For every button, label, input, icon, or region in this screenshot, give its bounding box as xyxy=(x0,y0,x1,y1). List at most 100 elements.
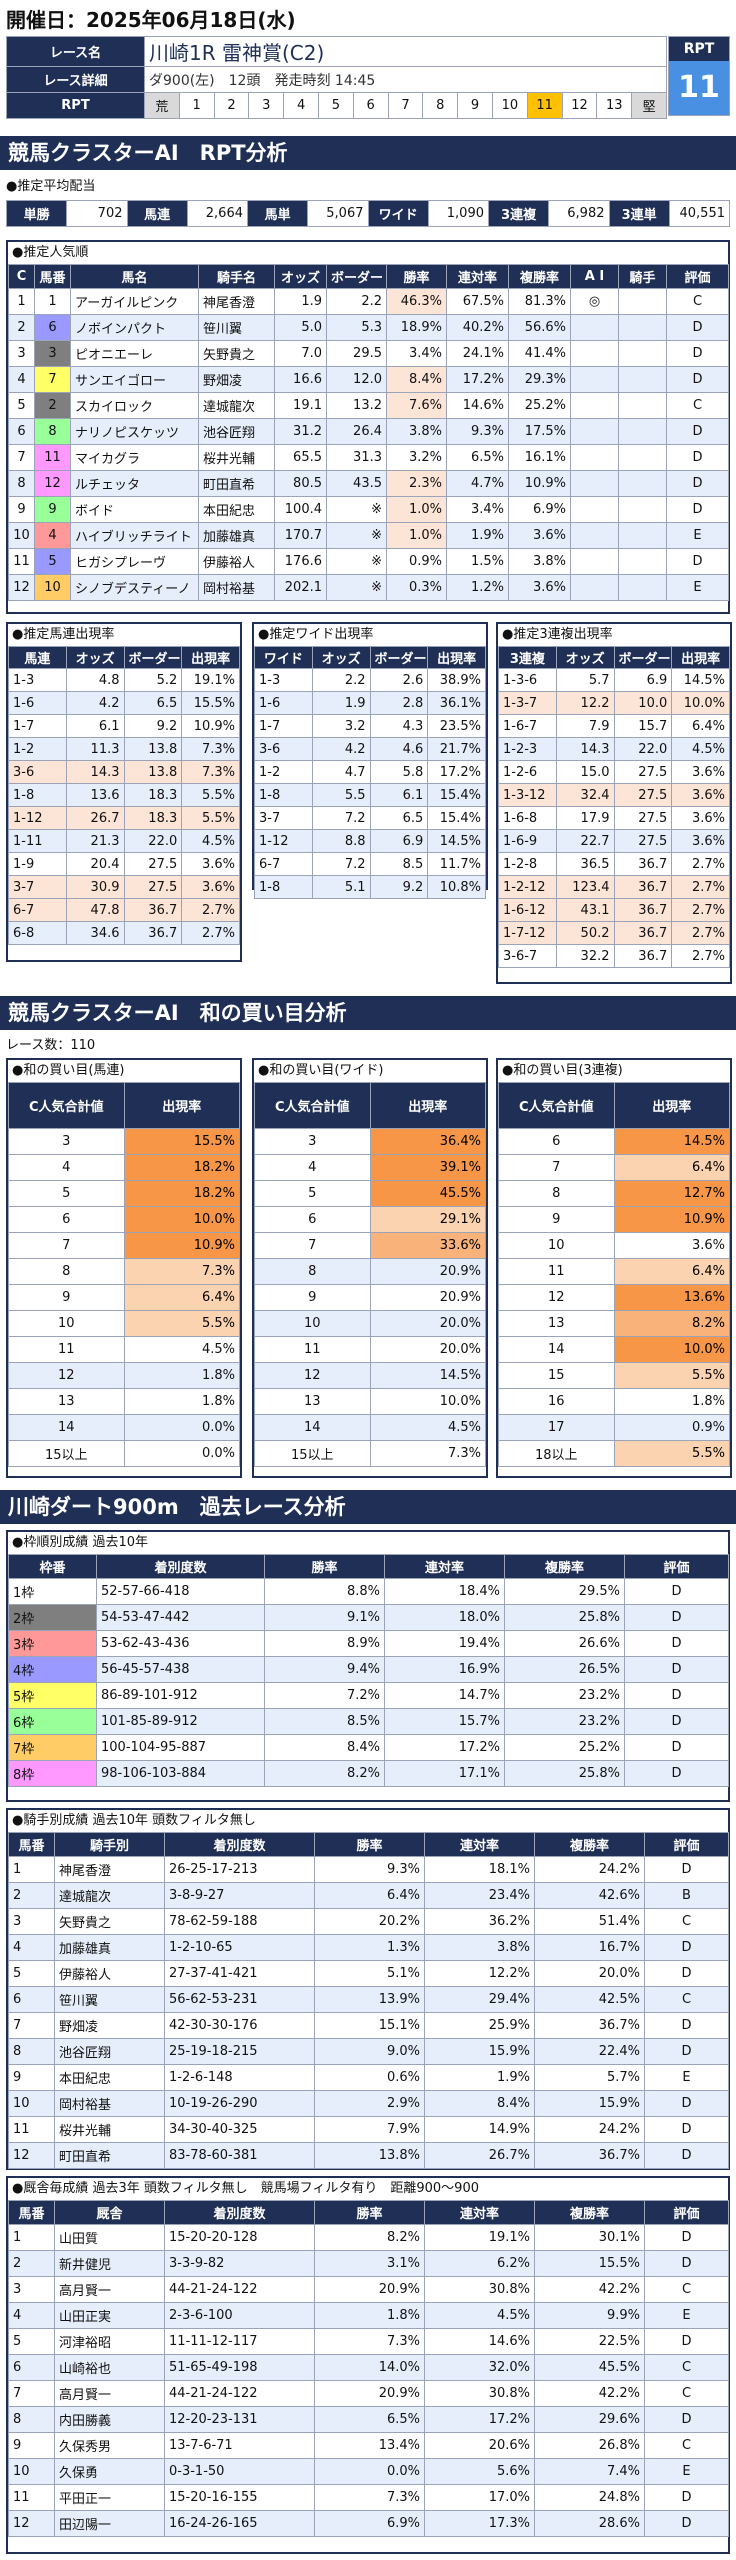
waku-row: 1枠 52-57-66-418 8.8% 18.4% 29.5% D xyxy=(8,1578,729,1605)
trainer-cell: 6.5% xyxy=(314,2406,425,2433)
sanren-cell: 123.4 xyxy=(555,875,615,899)
sanren-cell: 22.7 xyxy=(555,829,615,853)
popularity-cell: 18.9% xyxy=(386,314,447,341)
jockey-cell: 22.4% xyxy=(534,2038,645,2065)
wide-cell: 3.2 xyxy=(311,714,371,738)
wa_sanren-cell: 12.7% xyxy=(613,1180,730,1207)
popularity-cell: 5.0 xyxy=(274,314,327,341)
sanren-cell: 36.7 xyxy=(613,875,673,899)
wide-table: ワイド オッズ ボーダー 出現率 1-3 2.2 2.6 38.9% 1-6 1.9 2.8 36.1… xyxy=(254,646,486,899)
trainer-cell: 河津裕昭 xyxy=(54,2328,165,2355)
trainer-cell: 山崎裕也 xyxy=(54,2354,165,2381)
payout-section: ●推定平均配当 単勝 702 馬連 2,664 馬単 5,067 ワイド 1,090 3連複 6,… xyxy=(0,176,736,236)
popularity-cell: 24.1% xyxy=(446,340,509,367)
popularity-row: 9 9 ボイド 本田紀忠 100.4 ※ 1.0% 3.4% 6.9% D xyxy=(8,496,729,523)
popularity-cell: マイカグラ xyxy=(70,444,199,471)
waku-header: 連対率 xyxy=(384,1554,505,1579)
wide-cell: 6.9 xyxy=(369,829,429,853)
payout-label: 3連複 xyxy=(487,200,550,227)
wa_wide-cell: 33.6% xyxy=(369,1232,486,1259)
waku-cell: 25.8% xyxy=(504,1760,625,1787)
wide-header: オッズ xyxy=(311,646,371,669)
umaren-row: 1-3 4.8 5.2 19.1% xyxy=(8,668,240,692)
sanren-cell: 1-7-12 xyxy=(498,921,557,945)
wa_wide-cell: 6 xyxy=(254,1206,371,1233)
wide-cell: 14.5% xyxy=(427,829,486,853)
popularity-cell: 17.5% xyxy=(508,418,571,445)
sanren-cell: 50.2 xyxy=(555,921,615,945)
sanren-cell: 10.0% xyxy=(671,691,730,715)
wa_wide-cell: 10 xyxy=(254,1310,371,1337)
popularity-title: ●推定人気順 xyxy=(12,245,89,260)
popularity-cell: D xyxy=(666,314,729,341)
trainer-cell: 8 xyxy=(8,2406,55,2433)
jockey-table: 馬番 騎手別 着別度数 勝率 連対率 複勝率 評価 1 神尾香澄 26-25-17-213 9.3%… xyxy=(8,1832,729,2169)
wa_wide-cell: 3 xyxy=(254,1128,371,1155)
popularity-cell: 0.9% xyxy=(386,548,447,575)
sanren-cell: 22.0 xyxy=(613,737,673,761)
umaren-header: 馬連 xyxy=(8,646,67,669)
wa_wide-cell: 14.5% xyxy=(369,1362,486,1389)
waku-header: 評価 xyxy=(624,1554,729,1579)
popularity-cell: 本田紀忠 xyxy=(198,496,275,523)
popularity-cell: 笹川翼 xyxy=(198,314,275,341)
popularity-cell: 81.3% xyxy=(508,288,571,315)
rpt-label: RPT xyxy=(6,92,145,119)
popularity-cell: 3.4% xyxy=(386,340,447,367)
waku-cell: 26.5% xyxy=(504,1656,625,1683)
umaren-cell: 1-11 xyxy=(8,829,67,853)
popularity-row: 3 3 ピオニエーレ 矢野貴之 7.0 29.5 3.4% 24.1% 41.4% D xyxy=(8,340,729,367)
payout-label: ワイド xyxy=(367,200,429,227)
waku-cell: 9.4% xyxy=(264,1656,385,1683)
umaren-row: 1-12 26.7 18.3 5.5% xyxy=(8,806,240,830)
wa_umaren-cell: 18.2% xyxy=(123,1180,240,1207)
popularity-cell xyxy=(618,548,667,575)
trainer-cell: 44-21-24-122 xyxy=(164,2380,315,2407)
jockey-cell: 10 xyxy=(8,2090,55,2117)
wide-cell: 36.1% xyxy=(427,691,486,715)
umaren-row: 1-9 20.4 27.5 3.6% xyxy=(8,852,240,876)
popularity-cell: 7 xyxy=(34,366,71,393)
trainer-cell: 9 xyxy=(8,2432,55,2459)
umaren-cell: 1-2 xyxy=(8,737,67,761)
waku-cell: 23.2% xyxy=(504,1708,625,1735)
sanren-cell: 1-6-9 xyxy=(498,829,557,853)
jockey-cell: 8.4% xyxy=(424,2090,535,2117)
umaren-cell: 6-7 xyxy=(8,898,67,922)
sanren-cell: 15.7 xyxy=(613,714,673,738)
race-name-label: レース名 xyxy=(6,36,145,67)
trainer-cell: 13.4% xyxy=(314,2432,425,2459)
popularity-cell: 29.3% xyxy=(508,366,571,393)
popularity-cell: 3.4% xyxy=(446,496,509,523)
trainer-cell: 19.1% xyxy=(424,2224,535,2251)
jockey-cell: 13.8% xyxy=(314,2142,425,2169)
sanren-cell: 14.3 xyxy=(555,737,615,761)
trainer-cell: 1 xyxy=(8,2224,55,2251)
popularity-table: C 馬番 馬名 騎手名 オッズ ボーダー 勝率 連対率 複勝率 A I 騎手 評価 1 1 アーガイルピンク… xyxy=(8,264,729,601)
sanren-cell: 6.9 xyxy=(613,668,673,692)
jockey-cell: 10-19-26-290 xyxy=(164,2090,315,2117)
jockey-cell: 56-62-53-231 xyxy=(164,1986,315,2013)
wa_wide-cell: 39.1% xyxy=(369,1154,486,1181)
popularity-header: C xyxy=(8,264,35,289)
wide-box: ●推定ワイド出現率 ワイド オッズ ボーダー 出現率 1-3 2.2 2.6 38.9% 1-6… xyxy=(252,622,488,899)
jockey-cell: 矢野貴之 xyxy=(54,1908,165,1935)
sanren-header: 出現率 xyxy=(671,646,730,669)
wa_wide-cell: 20.9% xyxy=(369,1258,486,1285)
sanren-row: 1-3-7 12.2 10.0 10.0% xyxy=(498,691,730,715)
umaren-cell: 36.7 xyxy=(123,921,183,945)
sanren-cell: 2.7% xyxy=(671,921,730,945)
jockey-cell: 34-30-40-325 xyxy=(164,2116,315,2143)
popularity-cell: 65.5 xyxy=(274,444,327,471)
jockey-row: 4 加藤雄真 1-2-10-65 1.3% 3.8% 16.7% D xyxy=(8,1934,729,1961)
rpt-analysis-banner: 競馬クラスターAI RPT分析 xyxy=(0,136,736,170)
wa_umaren-row: 14 0.0% xyxy=(8,1414,240,1441)
jockey-cell: 笹川翼 xyxy=(54,1986,165,2013)
trainer-cell: 2 xyxy=(8,2250,55,2277)
wa_umaren-row: 6 10.0% xyxy=(8,1206,240,1233)
popularity-cell: E xyxy=(666,522,729,549)
jockey-cell: C xyxy=(644,1986,729,2013)
trainer-row: 8 内田勝義 12-20-23-131 6.5% 17.2% 29.6% D xyxy=(8,2406,729,2433)
wa_sanren-cell: 8 xyxy=(498,1180,615,1207)
sanren-cell: 1-6-12 xyxy=(498,898,557,922)
